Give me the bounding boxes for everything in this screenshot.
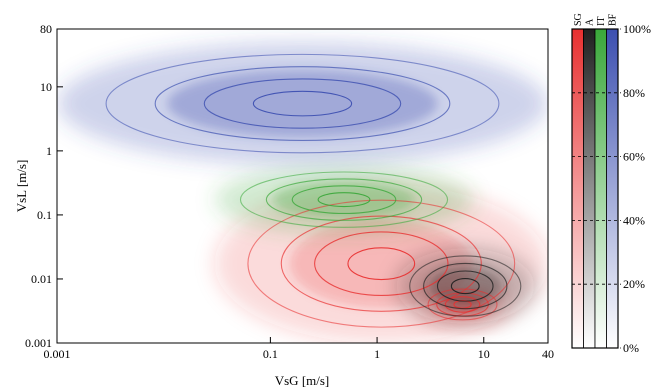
colorbar-header-it: IT xyxy=(596,17,607,26)
y-tick-label: 0.1 xyxy=(37,208,52,222)
contour-bf-1-1 xyxy=(105,53,500,154)
contour-sg-1-2 xyxy=(280,215,482,312)
y-axis-ticks: 0.001 0.01 0.1 1 10 80 xyxy=(25,22,63,350)
x-tick-label: 0.001 xyxy=(44,347,71,361)
region-core-bf-1 xyxy=(167,69,438,138)
contour-a-1-2 xyxy=(423,262,508,310)
colorbar-tick-label: 40% xyxy=(623,213,645,227)
plot-area xyxy=(56,28,549,344)
colorbar-header-sg: SG xyxy=(573,13,584,26)
contour-bf-1-2 xyxy=(154,66,451,142)
contour-a-1-1 xyxy=(409,255,522,317)
x-tick-label: 40 xyxy=(542,347,554,361)
contour-sg-1-1 xyxy=(247,199,516,328)
colorbar-tick-label: 20% xyxy=(623,277,645,291)
y-axis-label: VsL [m/s] xyxy=(14,160,29,213)
y-tick-label: 0.01 xyxy=(31,272,52,286)
x-tick-label: 0.1 xyxy=(263,347,278,361)
contour-sg-2-1 xyxy=(427,288,498,321)
colorbar-tick-label: 80% xyxy=(623,86,645,100)
plot-frame xyxy=(56,28,549,344)
colorbar-header-a: A xyxy=(584,18,595,26)
contour-sg-2-3 xyxy=(444,296,481,313)
contour-a-1-4 xyxy=(450,277,480,295)
y-tick-label: 10 xyxy=(40,80,52,94)
colorbar-column-it xyxy=(594,28,607,349)
colorbar-column-bf xyxy=(606,28,619,349)
colorbar-column-a xyxy=(583,28,596,349)
contour-it-1-1 xyxy=(239,171,449,228)
colorbar-tick-label: 100% xyxy=(623,22,651,36)
y-tick-label: 0.001 xyxy=(25,336,52,350)
colorbar-tick-label: 60% xyxy=(623,150,645,164)
colorbar-tick-label: 0% xyxy=(623,341,639,355)
contour-it-1-3 xyxy=(291,185,397,215)
y-tick-label: 80 xyxy=(40,22,52,36)
contour-it-1-2 xyxy=(265,178,423,221)
contour-bf-1-3 xyxy=(203,78,402,129)
colorbar-header-bf: BF xyxy=(607,13,618,26)
contour-it-1-4 xyxy=(317,192,371,208)
contour-sg-1-4 xyxy=(347,247,416,281)
colorbar-column-sg xyxy=(571,28,584,349)
x-tick-label: 10 xyxy=(478,347,490,361)
regime-contours xyxy=(105,53,522,328)
y-tick-label: 1 xyxy=(46,144,52,158)
contour-a-1-3 xyxy=(436,270,494,302)
contour-bf-1-4 xyxy=(252,90,353,117)
colorbar-frame xyxy=(571,28,619,349)
x-axis-label: VsG [m/s] xyxy=(275,373,330,388)
colorbar: SG A IT BF 0% 20% 40% 60% 80% 100% xyxy=(571,13,651,355)
contour-sg-1-3 xyxy=(314,231,449,296)
x-axis-ticks: 0.001 0.1 1 10 40 xyxy=(44,337,554,361)
x-tick-label: 1 xyxy=(374,347,380,361)
